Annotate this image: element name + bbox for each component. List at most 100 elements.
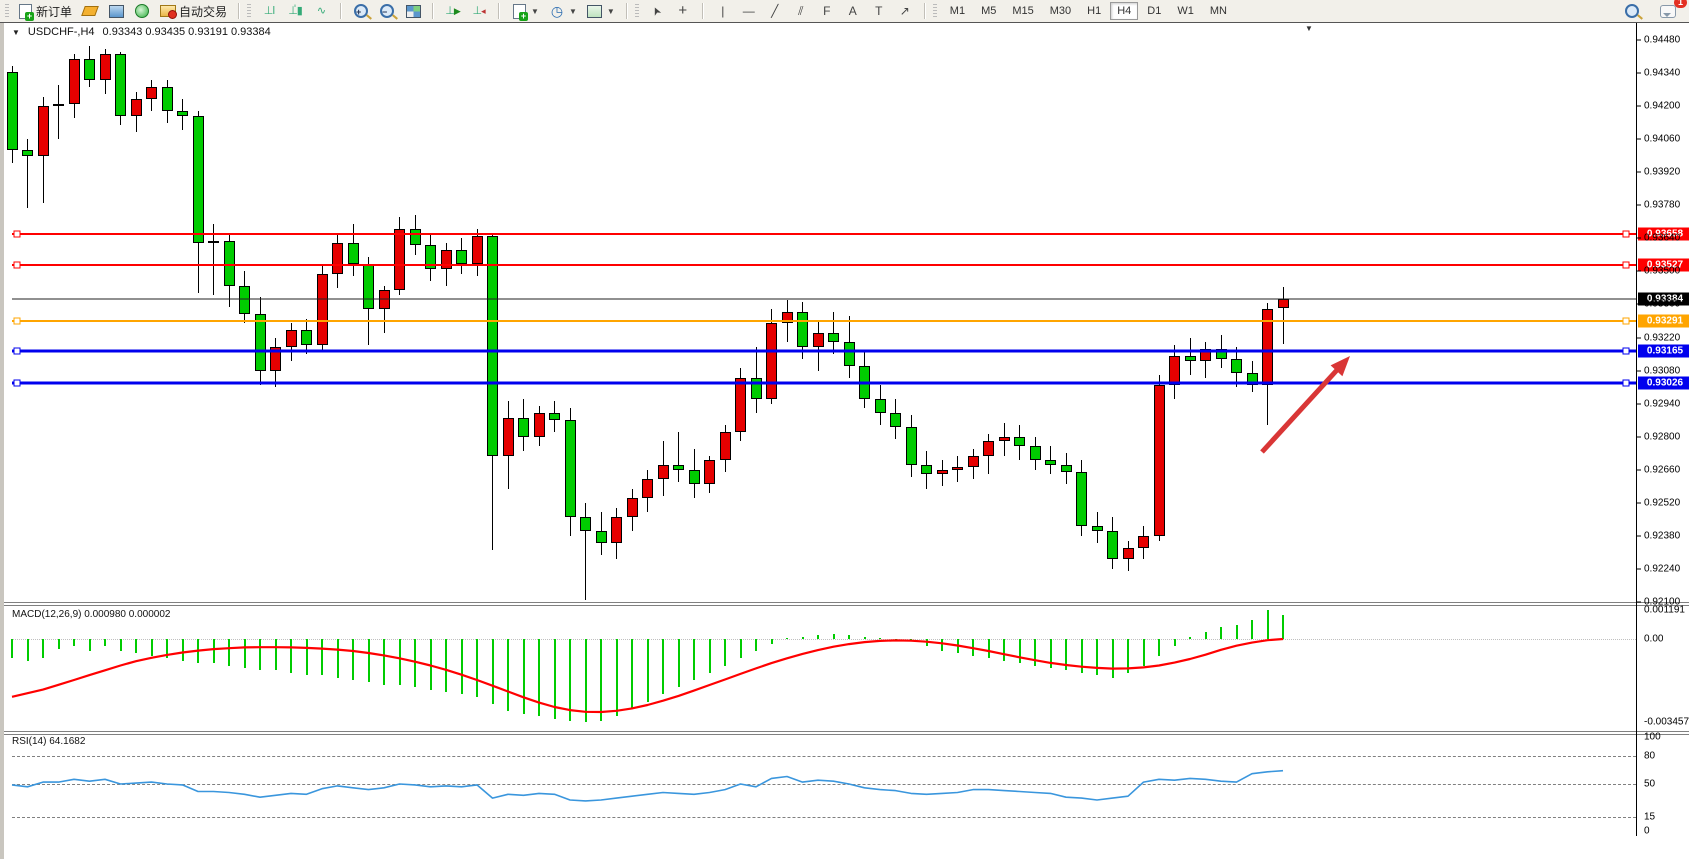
horizontal-level-line[interactable] bbox=[12, 233, 1636, 236]
macd-histogram-bar bbox=[1235, 624, 1238, 639]
macd-histogram-bar bbox=[817, 635, 819, 639]
candle-down bbox=[750, 377, 762, 399]
trendline-tool-button[interactable]: ╱ bbox=[762, 1, 788, 21]
timeframe-m30-button[interactable]: M30 bbox=[1049, 5, 1072, 17]
hline-tool-button[interactable]: — bbox=[736, 1, 762, 21]
cursor-tool-button[interactable]: ➤ bbox=[644, 1, 670, 21]
timeframe-mn-button[interactable]: MN bbox=[1209, 5, 1227, 17]
rsi-level-line bbox=[12, 784, 1636, 785]
pane-separator[interactable] bbox=[4, 731, 1689, 735]
macd-histogram-bar bbox=[476, 639, 478, 697]
candle-wick bbox=[383, 285, 385, 333]
chart-shift-marker-icon[interactable]: ▼ bbox=[1305, 24, 1313, 33]
macd-histogram-bar bbox=[879, 637, 881, 639]
price-tick: 0.92940 bbox=[1644, 398, 1681, 410]
timeframe-d1-button[interactable]: D1 bbox=[1147, 5, 1162, 17]
macd-axis-tick: 0.001191 bbox=[1644, 604, 1685, 616]
line-anchor-handle[interactable] bbox=[1622, 261, 1630, 269]
auto-scroll-button[interactable]: ⊥ ▶ bbox=[440, 1, 466, 21]
profiles-button[interactable]: ◷ ▼ bbox=[550, 3, 577, 19]
line-anchor-handle[interactable] bbox=[1622, 347, 1630, 354]
candle-wick bbox=[58, 84, 59, 140]
timeframe-m1-button[interactable]: M1 bbox=[949, 5, 966, 17]
line-anchor-handle[interactable] bbox=[13, 347, 21, 354]
candle-up bbox=[68, 58, 80, 104]
chart-area[interactable]: ▼ USDCHF-,H4 0.93343 0.93435 0.93191 0.9… bbox=[0, 23, 1689, 859]
current-price-line[interactable] bbox=[12, 298, 1636, 300]
timeframe-h1-button[interactable]: H1 bbox=[1087, 5, 1102, 17]
candle-down bbox=[1060, 465, 1072, 473]
line-anchor-handle[interactable] bbox=[13, 379, 21, 387]
level-price-tag: 0.93658 bbox=[1638, 227, 1689, 241]
line-anchor-handle[interactable] bbox=[1622, 230, 1630, 238]
pane-separator[interactable] bbox=[4, 602, 1689, 606]
rsi-axis-tick: 0 bbox=[1644, 825, 1650, 837]
ohlc-values: 0.93343 0.93435 0.93191 0.93384 bbox=[102, 26, 271, 38]
fibonacci-tool-button[interactable]: F bbox=[814, 1, 840, 21]
horizontal-level-line[interactable] bbox=[12, 349, 1636, 352]
macd-histogram-bar bbox=[197, 639, 199, 664]
up-arrow-annotation[interactable] bbox=[1260, 356, 1350, 454]
zoom-in-button[interactable]: + bbox=[348, 1, 374, 21]
indicators-button[interactable]: ▼ bbox=[582, 1, 620, 21]
macd-histogram-bar bbox=[755, 639, 757, 652]
line-anchor-handle[interactable] bbox=[13, 261, 21, 269]
macd-histogram-bar bbox=[662, 639, 664, 695]
candlestick-chart-button[interactable]: ⊥̍▮ bbox=[282, 1, 308, 21]
candle-down bbox=[843, 342, 855, 366]
toolbar-drag-handle[interactable] bbox=[5, 4, 9, 18]
macd-axis-tick: -0.003457 bbox=[1644, 716, 1689, 728]
candle-down bbox=[1014, 436, 1025, 447]
collapse-triangle-icon[interactable]: ▼ bbox=[12, 27, 20, 37]
macd-histogram-bar bbox=[1034, 639, 1036, 666]
candle-down bbox=[580, 516, 591, 532]
macd-histogram-bar bbox=[73, 639, 75, 647]
market-watch-button[interactable] bbox=[103, 1, 129, 21]
autotrading-button[interactable]: 自动交易 bbox=[155, 1, 232, 22]
line-anchor-handle[interactable] bbox=[13, 317, 21, 325]
cursor-icon: ➤ bbox=[649, 4, 665, 18]
chart-shift-button[interactable]: ⊥ ◂ bbox=[466, 1, 492, 21]
macd-histogram-bar bbox=[956, 639, 959, 654]
macd-histogram-bar bbox=[228, 639, 230, 666]
macd-histogram-bar bbox=[693, 639, 695, 680]
timeframe-m5-button[interactable]: M5 bbox=[981, 5, 997, 17]
zoom-out-button[interactable]: − bbox=[374, 1, 400, 21]
signals-button[interactable] bbox=[129, 1, 155, 21]
channel-tool-button[interactable]: ⫽ bbox=[788, 1, 814, 21]
candle-up bbox=[642, 479, 653, 499]
macd-histogram-bar bbox=[290, 639, 292, 673]
candle-wick bbox=[213, 224, 214, 295]
bar-chart-button[interactable]: ⊥ǀ bbox=[256, 1, 282, 21]
horizontal-level-line[interactable] bbox=[12, 381, 1636, 385]
line-anchor-handle[interactable] bbox=[1622, 317, 1630, 325]
search-button[interactable] bbox=[1619, 1, 1645, 21]
horizontal-level-line[interactable] bbox=[12, 319, 1636, 322]
timeframe-m15-button[interactable]: M15 bbox=[1012, 5, 1034, 17]
new-chart-button[interactable]: + ▼ bbox=[506, 1, 544, 21]
macd-histogram-bar bbox=[1003, 639, 1005, 661]
timeframe-w1-button[interactable]: W1 bbox=[1177, 5, 1194, 17]
arrows-tool-button[interactable]: ↗ bbox=[892, 1, 918, 21]
candle-up bbox=[332, 243, 343, 274]
highlight-button[interactable] bbox=[77, 1, 103, 21]
line-chart-button[interactable]: ∿ bbox=[308, 1, 334, 21]
vline-tool-button[interactable]: | bbox=[710, 1, 736, 21]
line-anchor-handle[interactable] bbox=[1622, 379, 1630, 387]
macd-histogram-bar bbox=[305, 639, 308, 676]
text-tool-button[interactable]: A bbox=[840, 1, 866, 21]
candle-up bbox=[502, 417, 514, 456]
label-tool-button[interactable]: T bbox=[866, 1, 892, 21]
horizontal-level-line[interactable] bbox=[12, 264, 1636, 267]
crosshair-tool-button[interactable]: + bbox=[670, 1, 696, 21]
macd-histogram-bar bbox=[181, 639, 184, 661]
tile-windows-button[interactable] bbox=[400, 1, 426, 21]
new-order-button[interactable]: + 新订单 bbox=[12, 1, 77, 22]
candle-down bbox=[549, 413, 560, 421]
notifications-button[interactable]: 1 bbox=[1655, 0, 1687, 21]
line-anchor-handle[interactable] bbox=[13, 230, 21, 238]
candle-down bbox=[518, 417, 529, 437]
timeframe-h4-button[interactable]: H4 bbox=[1110, 2, 1139, 20]
new-order-icon: + bbox=[17, 3, 34, 21]
macd-histogram-bar bbox=[972, 639, 974, 656]
